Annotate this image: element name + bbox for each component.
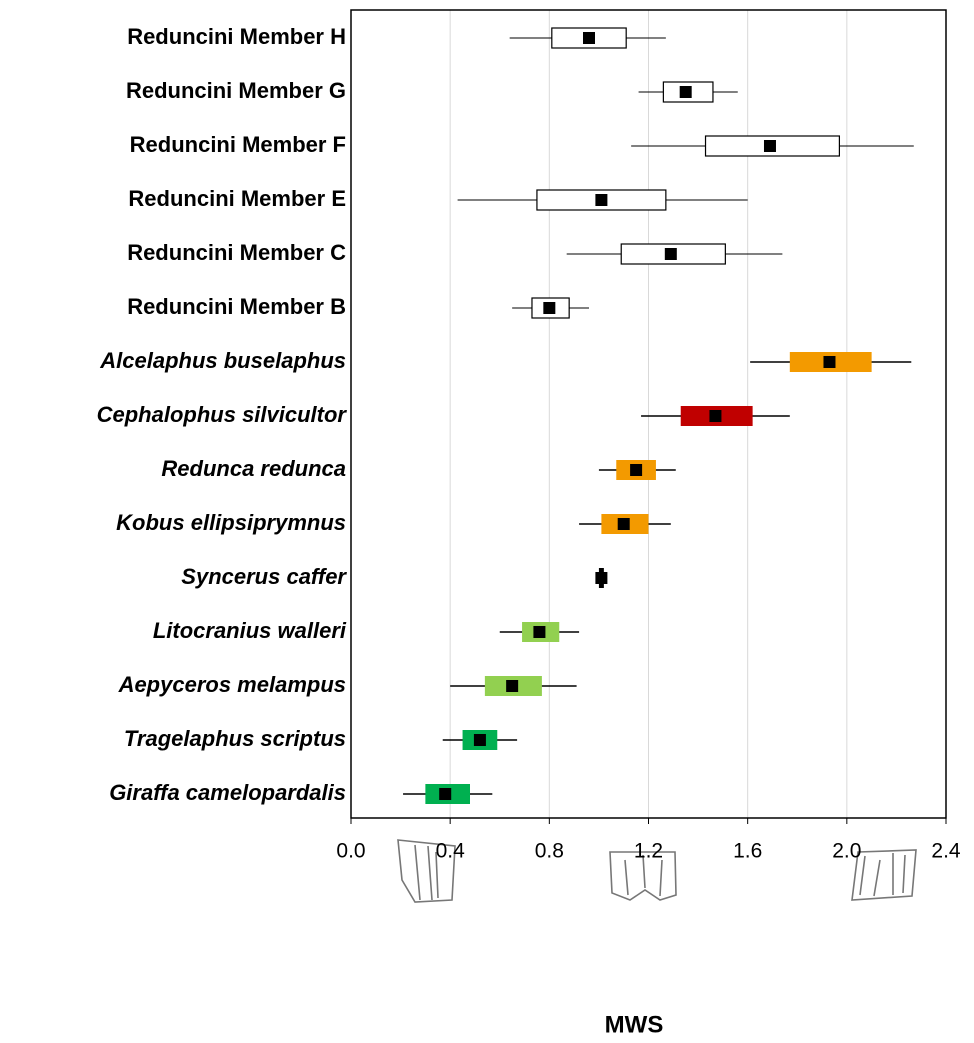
category-label: Reduncini Member C — [127, 240, 346, 265]
median — [506, 680, 519, 692]
median — [533, 626, 546, 638]
category-label: Reduncini Member B — [127, 294, 346, 319]
median — [630, 464, 643, 476]
category-label: Reduncini Member F — [130, 132, 346, 157]
x-tick-label: 2.4 — [931, 840, 961, 863]
category-label: Cephalophus silvicultor — [97, 402, 348, 427]
category-label: Reduncini Member E — [128, 186, 346, 211]
median — [709, 410, 722, 422]
x-tick-label: 0.8 — [535, 840, 564, 863]
median — [595, 194, 608, 206]
median — [595, 572, 608, 584]
category-label: Reduncini Member G — [126, 78, 346, 103]
x-tick-label: 0.0 — [336, 840, 365, 863]
category-label: Syncerus caffer — [181, 564, 347, 589]
x-tick-label: 2.0 — [832, 840, 861, 863]
median — [439, 788, 452, 800]
median — [823, 356, 836, 368]
category-label: Kobus ellipsiprymnus — [116, 510, 346, 535]
median — [617, 518, 630, 530]
plot-frame — [350, 9, 947, 819]
median — [583, 32, 595, 44]
tooth-sketch — [397, 839, 917, 903]
category-label: Aepyceros melampus — [118, 672, 346, 697]
category-label: Litocranius walleri — [153, 618, 347, 643]
median — [763, 140, 776, 152]
median — [664, 248, 677, 260]
median — [679, 86, 692, 98]
x-axis-label: MWS — [605, 1011, 664, 1038]
category-label: Giraffa camelopardalis — [109, 780, 346, 805]
category-label: Reduncini Member H — [127, 24, 346, 49]
median — [543, 302, 556, 314]
x-tick-label: 1.6 — [733, 840, 762, 863]
median — [473, 734, 486, 746]
category-label: Redunca redunca — [161, 456, 346, 481]
x-tick-label: 1.2 — [634, 840, 663, 863]
x-tick-label: 0.4 — [436, 840, 466, 863]
category-label: Alcelaphus buselaphus — [99, 348, 346, 373]
category-label: Tragelaphus scriptus — [124, 726, 346, 751]
